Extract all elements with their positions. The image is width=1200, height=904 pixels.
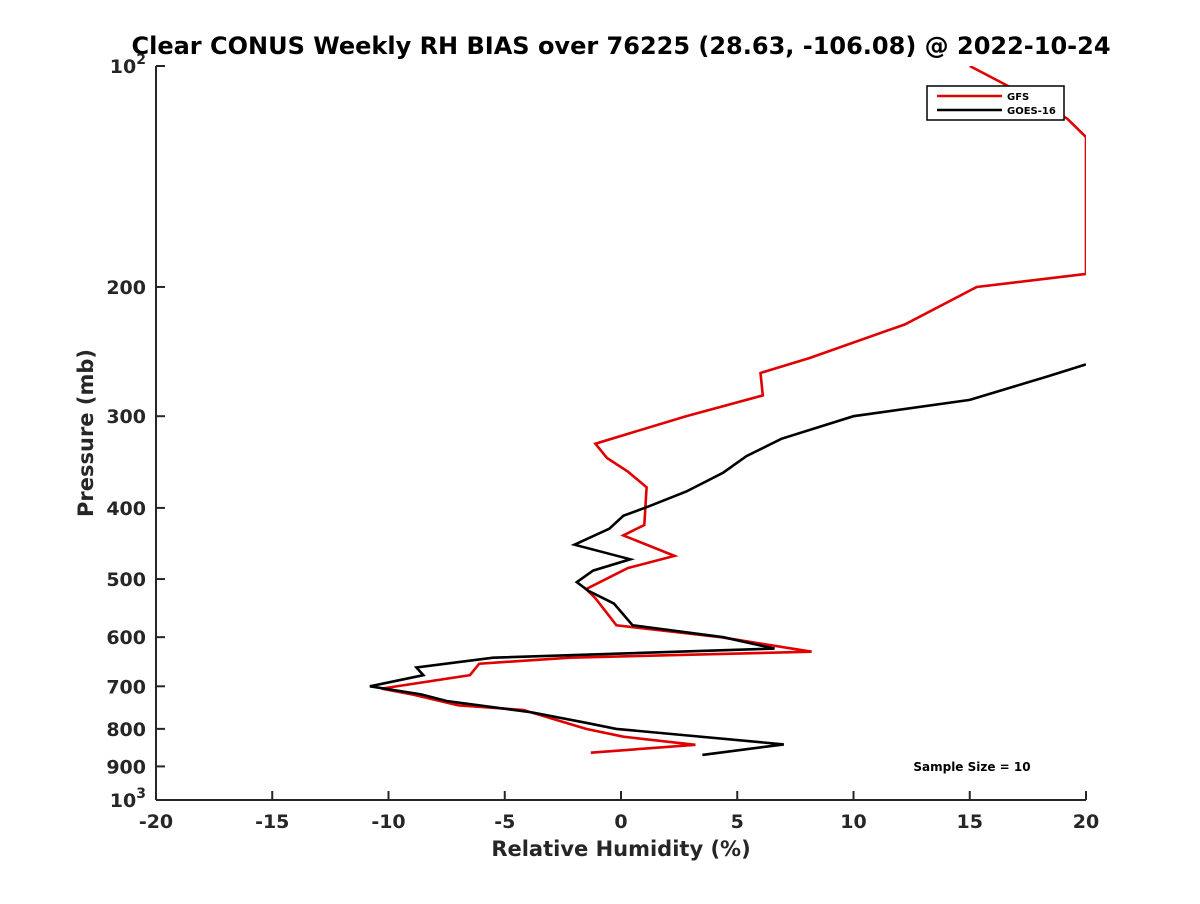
y-tick-label: 600 xyxy=(106,627,146,649)
sample-size-annotation: Sample Size = 10 xyxy=(913,760,1030,774)
y-tick-label-base: 900 xyxy=(106,756,146,778)
legend-label: GFS xyxy=(1007,92,1029,103)
y-tick-label-base: 800 xyxy=(106,719,146,741)
legend-box xyxy=(926,85,1065,121)
x-tick-label: -5 xyxy=(494,811,515,833)
y-tick-label: 300 xyxy=(106,406,146,428)
y-tick-label-exponent: 3 xyxy=(136,786,146,802)
series-layer xyxy=(369,66,1086,757)
axes: -20 -15 -10 -5 0 5 10 15 20102200300400500600700… xyxy=(106,52,1099,833)
y-tick-label: 700 xyxy=(106,676,146,698)
series-line-gfs xyxy=(381,66,1086,754)
y-tick-label: 900 xyxy=(106,756,146,778)
y-tick-label-base: 500 xyxy=(106,569,146,591)
y-tick-label-base: 10 xyxy=(110,56,136,78)
y-tick-label-base: 300 xyxy=(106,406,146,428)
x-tick-label: 15 xyxy=(957,811,983,833)
x-tick-label: 5 xyxy=(731,811,744,833)
y-tick-label: 103 xyxy=(110,786,146,812)
x-tick-label: -10 xyxy=(371,811,405,833)
y-tick-label: 500 xyxy=(106,569,146,591)
x-tick-label: -20 xyxy=(139,811,173,833)
y-axis-label: Pressure (mb) xyxy=(74,349,98,517)
x-tick-label: 0 xyxy=(614,811,627,833)
x-axis-label: Relative Humidity (%) xyxy=(491,837,750,861)
y-tick-label-base: 700 xyxy=(106,676,146,698)
legend-label: GOES-16 xyxy=(1007,106,1056,117)
chart-title: Clear CONUS Weekly RH BIAS over 76225 (2… xyxy=(131,32,1110,60)
y-tick-label-exponent: 2 xyxy=(136,52,146,68)
y-tick-label-base: 10 xyxy=(110,790,136,812)
y-tick-label: 102 xyxy=(110,52,146,78)
y-tick-label-base: 200 xyxy=(106,277,146,299)
y-tick-label: 400 xyxy=(106,498,146,520)
y-tick-label: 200 xyxy=(106,277,146,299)
x-tick-label: 20 xyxy=(1073,811,1099,833)
legend: GFS GOES-16 xyxy=(926,85,1065,121)
x-tick-label: 10 xyxy=(840,811,866,833)
y-tick-label: 800 xyxy=(106,719,146,741)
x-tick-label: -15 xyxy=(255,811,289,833)
series-line-goes-16 xyxy=(369,363,1086,757)
y-tick-label-base: 600 xyxy=(106,627,146,649)
y-tick-label-base: 400 xyxy=(106,498,146,520)
